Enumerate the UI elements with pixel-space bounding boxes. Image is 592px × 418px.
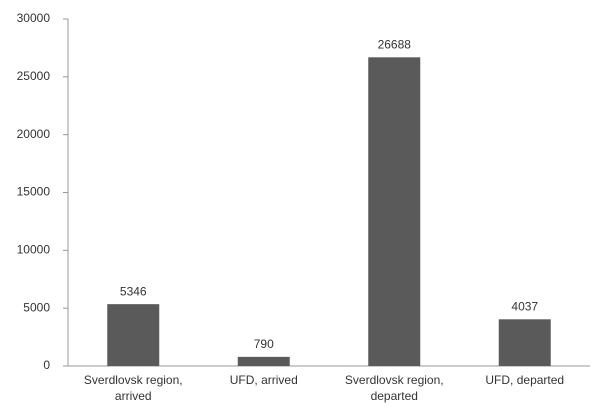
x-tick-label: Sverdlovsk region, departed	[344, 373, 444, 403]
x-tick-label: UFD, departed	[485, 373, 565, 387]
data-label: 26688	[378, 37, 412, 51]
x-tick-label: UFD, arrived	[229, 373, 298, 387]
y-tick-label: 25000	[17, 69, 51, 83]
y-tick-label: 20000	[17, 127, 51, 141]
y-tick-label: 15000	[17, 185, 51, 199]
y-tick-label: 5000	[23, 300, 50, 314]
bar	[237, 356, 290, 366]
y-tick-label: 0	[43, 358, 50, 372]
data-label: 790	[254, 337, 274, 351]
bar	[107, 304, 160, 366]
y-tick-label: 10000	[17, 243, 51, 257]
x-tick-label: Sverdlovsk region, arrived	[83, 373, 183, 403]
bar	[368, 57, 421, 366]
data-label: 4037	[511, 299, 538, 313]
y-tick-label: 30000	[17, 11, 51, 25]
data-label: 5346	[120, 284, 147, 298]
bar	[498, 319, 551, 366]
